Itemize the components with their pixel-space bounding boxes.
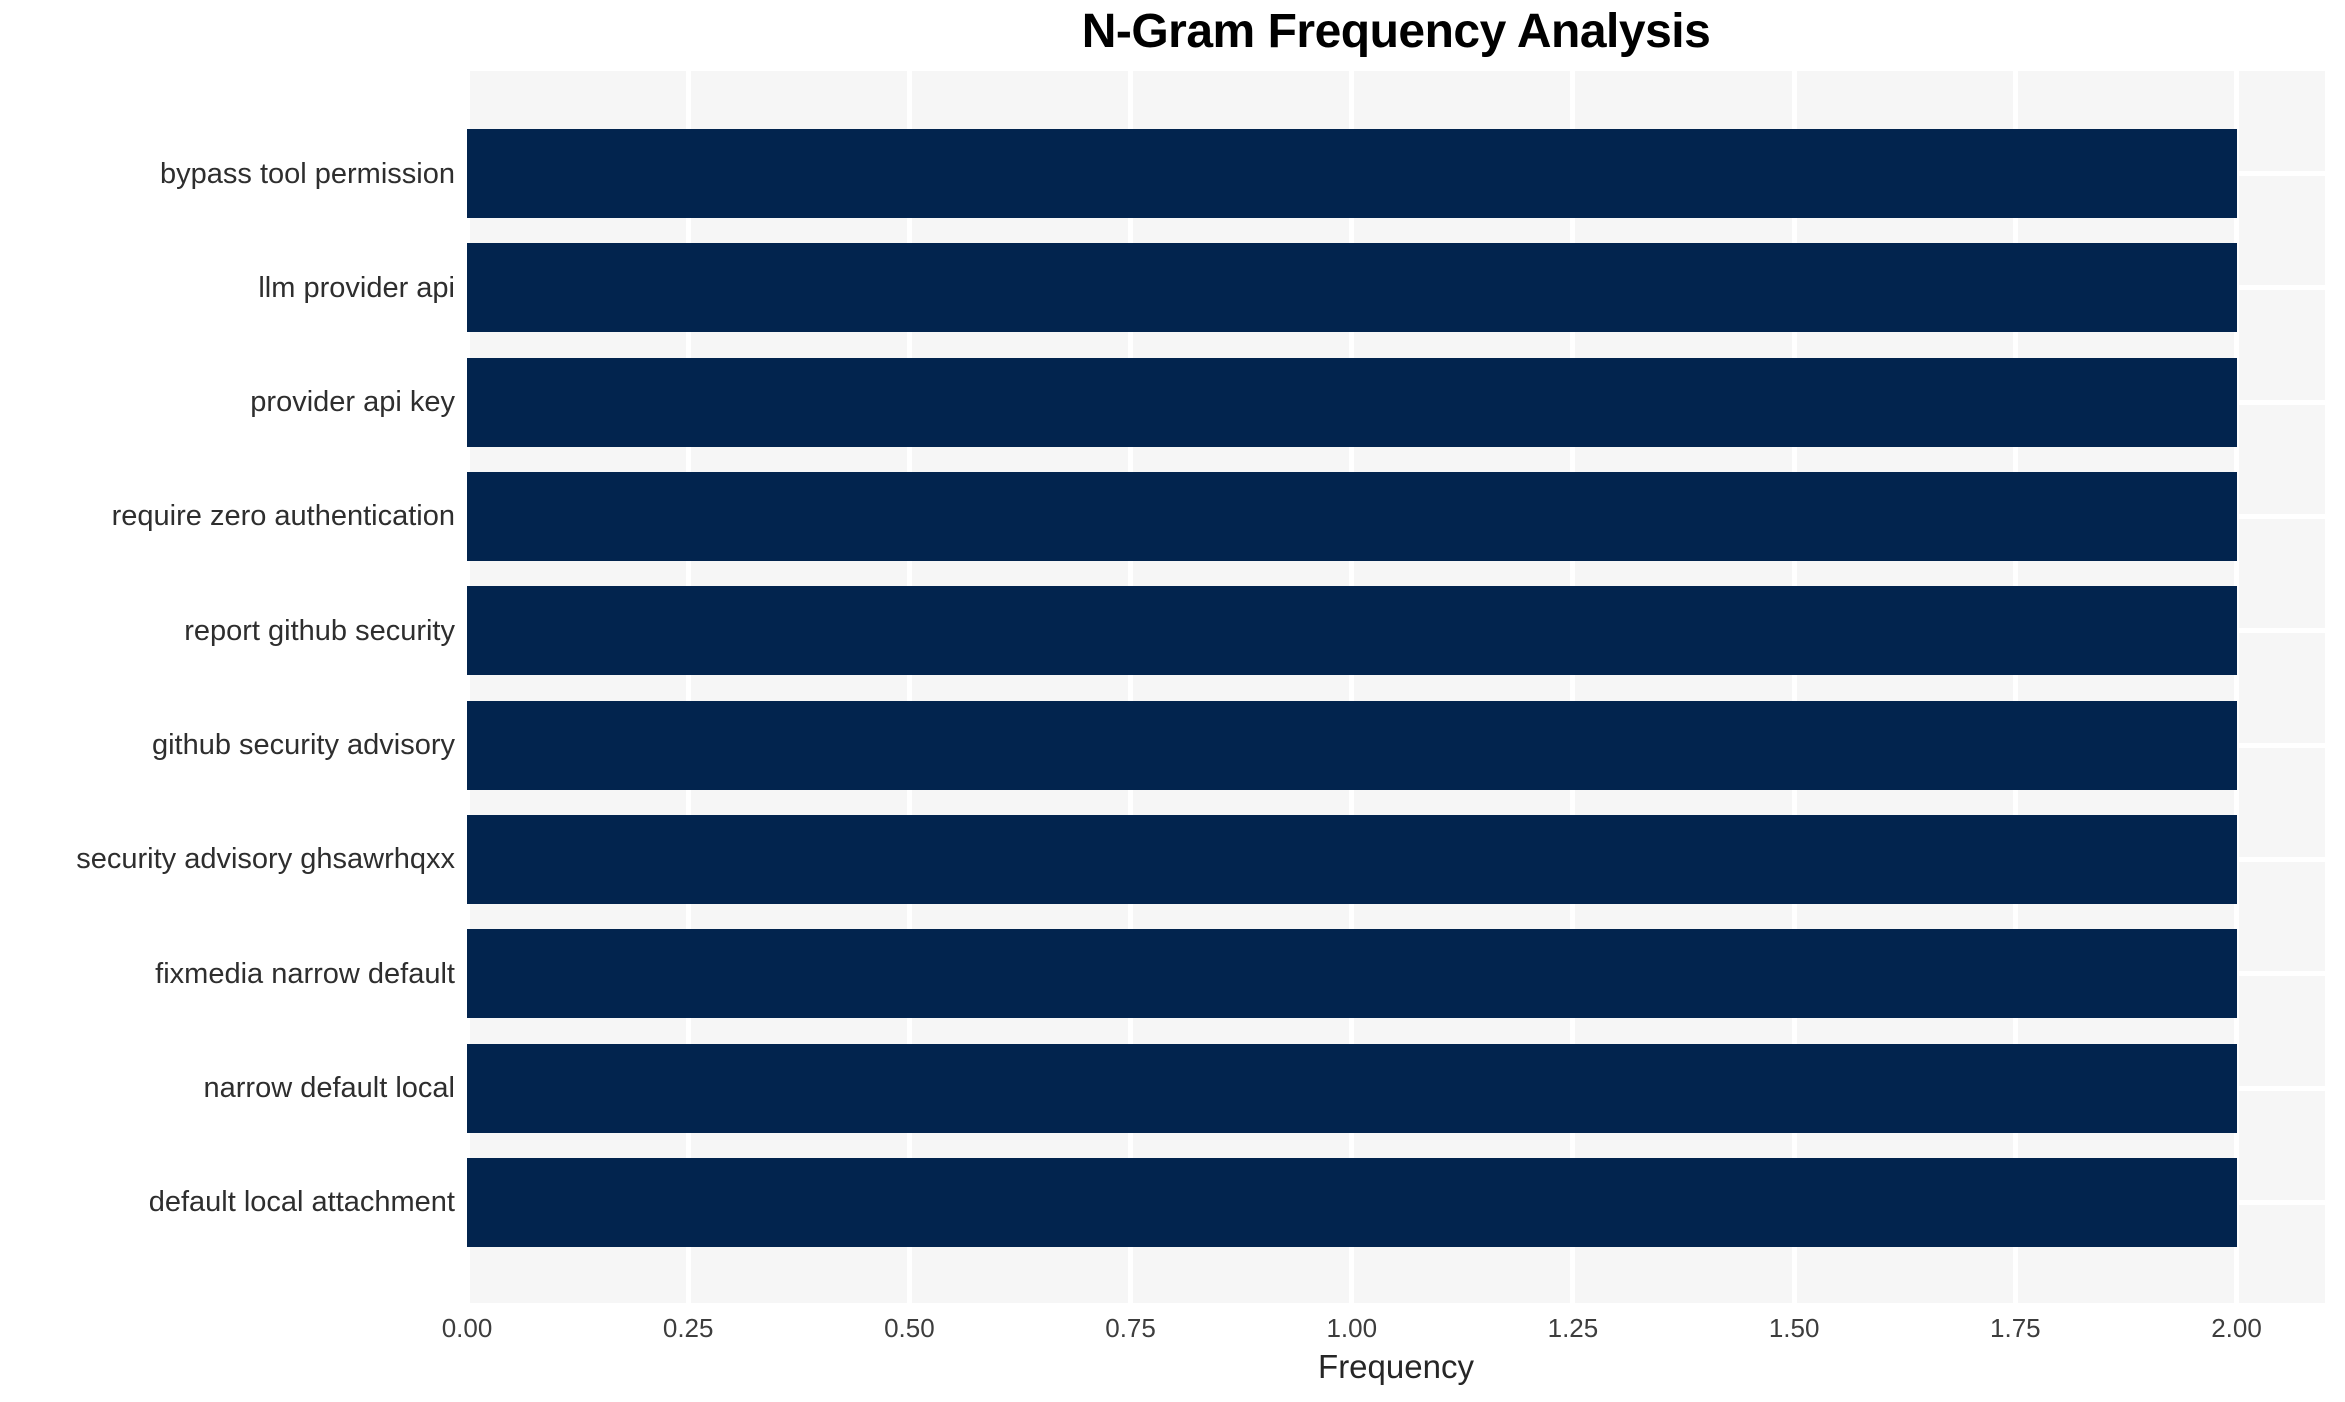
x-tick-label: 0.00 bbox=[441, 1313, 493, 1343]
bar-security-advisory-ghsawrhqxx bbox=[467, 814, 2237, 904]
bar-fixmedia-narrow-default bbox=[467, 929, 2237, 1019]
y-tick-label: fixmedia narrow default bbox=[155, 957, 455, 990]
gridline-vertical bbox=[906, 71, 912, 1303]
chart-title: N-Gram Frequency Analysis bbox=[1081, 5, 1711, 58]
gridline-vertical bbox=[1128, 71, 1134, 1303]
x-tick-label: 0.50 bbox=[884, 1313, 935, 1343]
bar-default-local-attachment bbox=[467, 1157, 2237, 1247]
x-tick-label: 1.00 bbox=[1326, 1313, 1378, 1343]
x-tick-label: 2.00 bbox=[2211, 1313, 2262, 1343]
bar-github-security-advisory bbox=[467, 700, 2237, 790]
bar-llm-provider-api bbox=[467, 243, 2237, 333]
x-tick-label: 1.50 bbox=[1768, 1313, 1820, 1343]
bar-bypass-tool-permission bbox=[467, 129, 2237, 218]
gridline-vertical bbox=[1349, 71, 1355, 1303]
x-axis-title: Frequency bbox=[1318, 1348, 1474, 1385]
bar-report-github-security bbox=[467, 586, 2237, 676]
bar-provider-api-key bbox=[467, 357, 2237, 447]
bar-narrow-default-local bbox=[467, 1043, 2237, 1133]
y-tick-label: bypass tool permission bbox=[160, 157, 455, 190]
y-tick-label: provider api key bbox=[250, 386, 455, 419]
x-tick-label: 0.25 bbox=[662, 1313, 714, 1343]
bar-require-zero-authentication bbox=[467, 471, 2237, 561]
y-tick-label: security advisory ghsawrhqxx bbox=[76, 843, 455, 876]
x-tick-label: 1.75 bbox=[1990, 1313, 2041, 1343]
gridline-vertical bbox=[2012, 71, 2018, 1303]
gridline-vertical bbox=[467, 71, 470, 1303]
y-tick-label: require zero authentication bbox=[111, 500, 455, 533]
y-tick-label: report github security bbox=[184, 614, 455, 647]
x-tick-label: 1.25 bbox=[1547, 1313, 1599, 1343]
gridline-vertical bbox=[1570, 71, 1576, 1303]
y-tick-label: github security advisory bbox=[151, 729, 455, 762]
y-tick-label: default local attachment bbox=[148, 1186, 455, 1219]
plot-area bbox=[467, 71, 2325, 1303]
gridline-vertical bbox=[2234, 71, 2240, 1303]
gridline-vertical bbox=[685, 71, 691, 1303]
y-tick-label: llm provider api bbox=[258, 271, 455, 304]
y-tick-label: narrow default local bbox=[203, 1072, 455, 1105]
x-tick-label: 0.75 bbox=[1105, 1313, 1156, 1343]
gridline-vertical bbox=[1791, 71, 1797, 1303]
